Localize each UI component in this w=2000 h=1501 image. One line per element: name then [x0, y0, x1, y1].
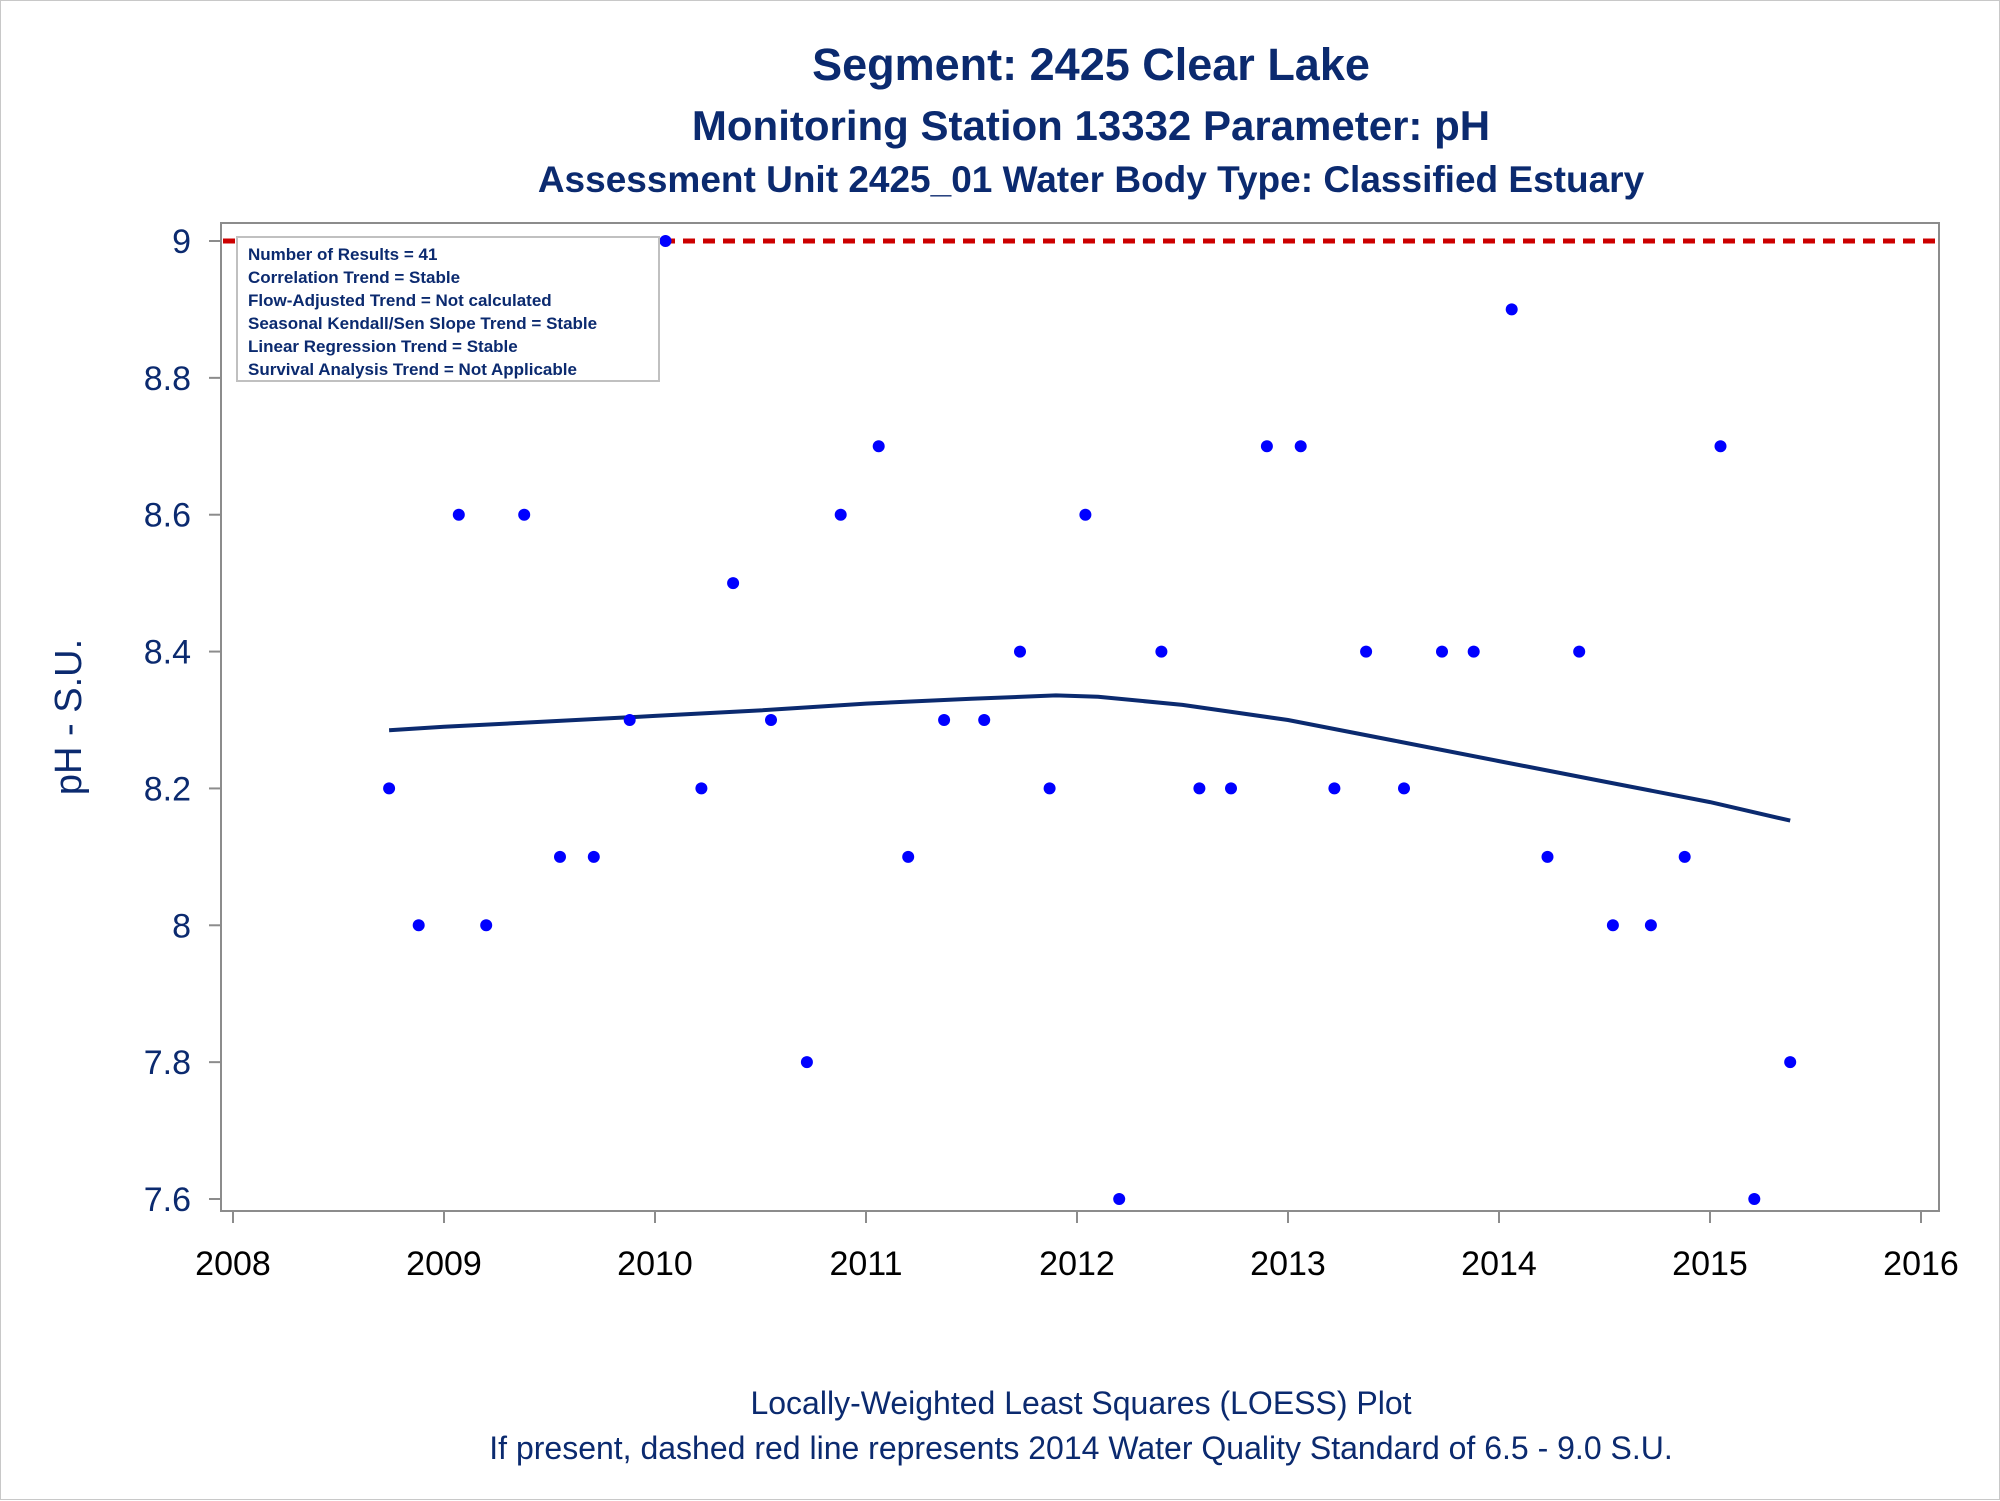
x-tick-label: 2009	[406, 1245, 482, 1283]
data-point	[1748, 1193, 1761, 1205]
data-point	[1541, 850, 1554, 863]
data-point	[1505, 303, 1518, 316]
plot-area	[220, 222, 1940, 1212]
data-point	[1714, 440, 1727, 453]
data-point	[1360, 645, 1373, 658]
y-axis-label: pH - S.U.	[48, 639, 90, 795]
info-box-border	[236, 236, 660, 382]
data-point	[659, 235, 672, 247]
data-point	[1644, 919, 1657, 932]
chart-title: Segment: 2425 Clear Lake	[812, 39, 1370, 90]
data-point	[1328, 782, 1341, 795]
info-seasonal-kendall-trend: Seasonal Kendall/Sen Slope Trend = Stabl…	[248, 314, 597, 333]
data-point	[938, 714, 951, 726]
data-point	[1113, 1193, 1126, 1205]
data-point	[872, 440, 885, 453]
y-tick-label: 8	[172, 907, 191, 945]
data-point	[383, 782, 396, 795]
footnote-standard: If present, dashed red line represents 2…	[489, 1430, 1672, 1466]
x-tick-label: 2014	[1461, 1245, 1537, 1283]
footnote-loess: Locally-Weighted Least Squares (LOESS) P…	[750, 1385, 1411, 1421]
data-point	[834, 508, 847, 521]
data-point	[587, 850, 600, 863]
loess-curve	[388, 693, 1791, 823]
data-point	[1260, 440, 1273, 453]
data-point	[480, 919, 493, 932]
data-point	[1193, 782, 1206, 795]
data-point	[765, 714, 777, 726]
y-tick-label: 9	[172, 223, 191, 261]
data-point	[1784, 1056, 1797, 1069]
info-number-of-results: Number of Results = 41	[248, 245, 437, 264]
info-flow-adjusted-trend: Flow-Adjusted Trend = Not calculated	[248, 291, 552, 310]
info-survival-analysis-trend: Survival Analysis Trend = Not Applicable	[248, 360, 577, 379]
chart-subtitle-2: Assessment Unit 2425_01 Water Body Type:…	[538, 159, 1645, 200]
data-point	[1606, 919, 1619, 932]
y-tick-label: 8.4	[144, 634, 191, 672]
data-point	[623, 714, 636, 726]
data-point	[1678, 850, 1691, 863]
x-tick-label: 2011	[829, 1245, 902, 1283]
data-point	[1155, 645, 1168, 658]
y-tick-label: 7.6	[144, 1181, 191, 1219]
data-point	[902, 850, 915, 863]
data-point	[412, 919, 425, 932]
data-point	[1573, 645, 1586, 658]
data-point	[1436, 645, 1448, 658]
data-point	[1014, 645, 1026, 658]
y-tick-label: 7.8	[144, 1044, 191, 1082]
data-point	[727, 577, 740, 590]
chart-subtitle: Monitoring Station 13332 Parameter: pH	[692, 102, 1490, 149]
data-point	[1043, 782, 1056, 795]
x-tick-label: 2012	[1039, 1245, 1115, 1283]
trend-info-box: Number of Results = 41 Correlation Trend…	[236, 236, 660, 382]
data-points	[383, 235, 1797, 1205]
x-tick-label: 2015	[1672, 1245, 1748, 1283]
data-point	[695, 782, 708, 795]
data-point	[978, 714, 991, 726]
data-point	[518, 508, 531, 521]
y-tick-label: 8.6	[144, 497, 191, 535]
data-point	[1079, 508, 1092, 521]
y-axis: 7.6 7.8 8 8.2 8.4 8.6 8.8 9	[144, 223, 221, 1219]
x-tick-label: 2016	[1883, 1245, 1959, 1283]
y-tick-label: 8.8	[144, 360, 191, 398]
data-point	[452, 508, 465, 521]
info-linear-regression-trend: Linear Regression Trend = Stable	[248, 337, 518, 356]
data-point	[1467, 645, 1480, 658]
x-tick-label: 2008	[195, 1245, 271, 1283]
x-tick-label: 2010	[617, 1245, 693, 1283]
x-axis: 2008 2009 2010 2011 2012 2013 2014 2015 2016	[195, 1211, 1959, 1283]
data-point	[554, 850, 566, 863]
y-tick-label: 8.2	[144, 770, 191, 808]
data-point	[1294, 440, 1307, 453]
info-correlation-trend: Correlation Trend = Stable	[248, 268, 460, 287]
data-point	[1398, 782, 1410, 795]
data-point	[1225, 782, 1237, 795]
data-point	[800, 1056, 813, 1069]
x-tick-label: 2013	[1250, 1245, 1326, 1283]
